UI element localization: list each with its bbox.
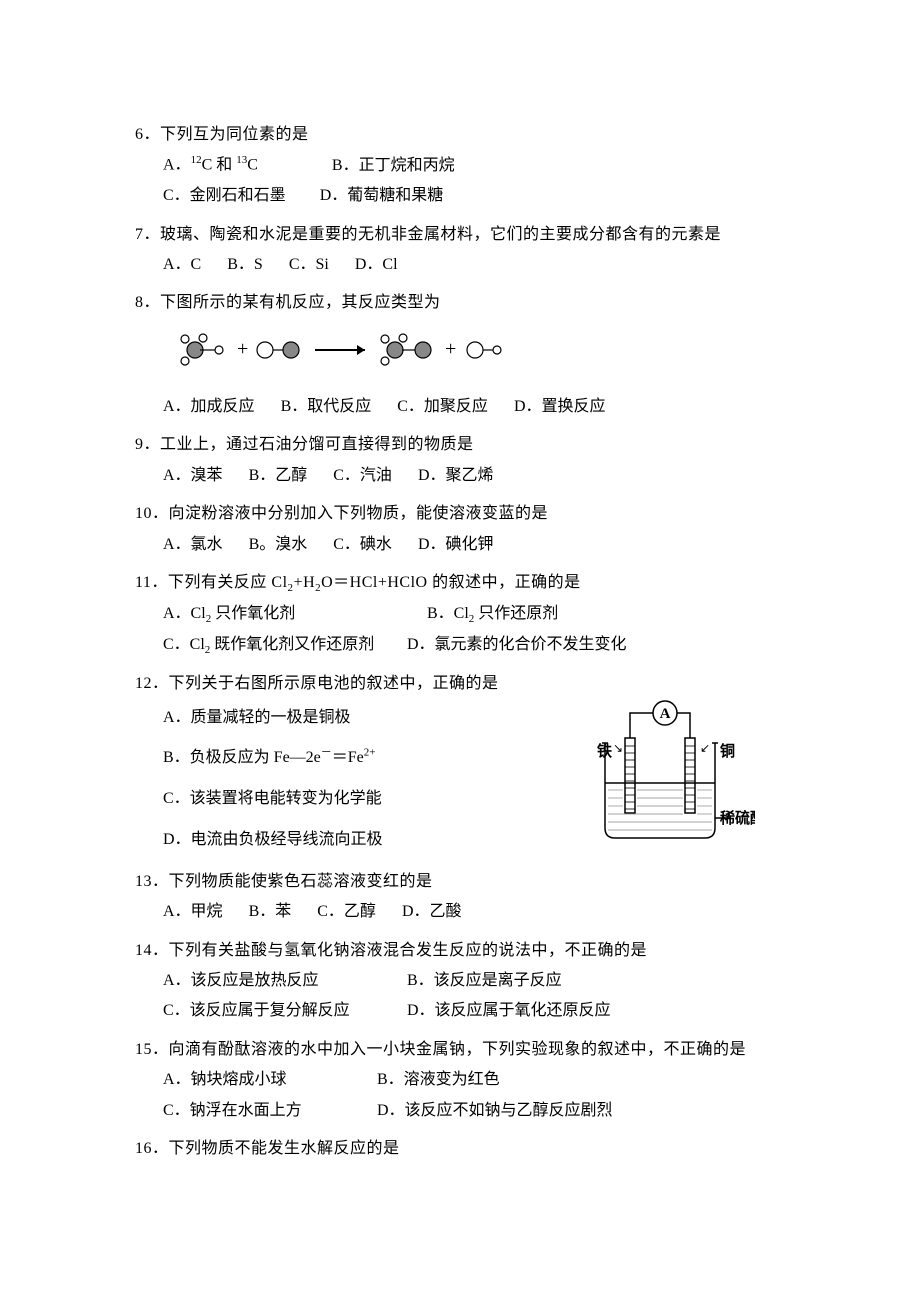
q13-choice-d: D．乙酸 [402, 897, 462, 927]
q9-text: 工业上，通过石油分馏可直接得到的物质是 [160, 436, 474, 453]
reaction-diagram: + + [165, 325, 785, 386]
battery-diagram: A 铁 ↘ 铜 ↙ 稀硫酸 [575, 688, 755, 859]
fe-label: 铁 [597, 742, 612, 760]
svg-text:+: + [237, 338, 248, 360]
q7-text: 玻璃、陶瓷和水泥是重要的无机非金属材料，它们的主要成分都含有的元素是 [160, 226, 721, 243]
q16-stem: 16．下列物质不能发生水解反应的是 [135, 1134, 785, 1164]
q12-num: 12． [135, 675, 169, 692]
q10-choice-c: C．碘水 [333, 530, 392, 560]
question-12: 12．下列关于右图所示原电池的叙述中，正确的是 [135, 669, 785, 859]
q13-text: 下列物质能使紫色石蕊溶液变红的是 [169, 873, 433, 890]
q7-choice-c: C．Si [289, 250, 329, 280]
q9-num: 9． [135, 436, 160, 453]
q8-text: 下图所示的某有机反应，其反应类型为 [160, 294, 441, 311]
q14-stem: 14．下列有关盐酸与氢氧化钠溶液混合发生反应的说法中，不正确的是 [135, 936, 785, 966]
q14-choices: A．该反应是放热反应 B．该反应是离子反应 C．该反应属于复分解反应 D．该反应… [135, 966, 785, 1027]
q8-choices: A．加成反应 B．取代反应 C．加聚反应 D．置换反应 [135, 392, 785, 422]
q10-text: 向淀粉溶液中分别加入下列物质，能使溶液变蓝的是 [169, 505, 549, 522]
question-9: 9．工业上，通过石油分馏可直接得到的物质是 A．溴苯 B．乙醇 C．汽油 D．聚… [135, 430, 785, 491]
q16-text: 下列物质不能发生水解反应的是 [169, 1140, 400, 1157]
q11-choice-d: D．氯元素的化合价不发生变化 [407, 630, 627, 660]
q6-choices: A．12C 和 13C B．正丁烷和丙烷 C．金刚石和石墨 D．葡萄糖和果糖 [135, 150, 785, 211]
q16-num: 16． [135, 1140, 169, 1157]
q9-choices: A．溴苯 B．乙醇 C．汽油 D．聚乙烯 [135, 461, 785, 491]
q15-choice-b: B．溶液变为红色 [377, 1065, 500, 1095]
acid-label: 稀硫酸 [720, 809, 755, 827]
q11-num: 11． [135, 574, 168, 591]
q15-choices: A．钠块熔成小球 B．溶液变为红色 C．钠浮在水面上方 D．该反应不如钠与乙醇反… [135, 1065, 785, 1126]
q6-num: 6． [135, 126, 160, 143]
q7-choices: A．C B．S C．Si D．Cl [135, 250, 785, 280]
q10-choice-a: A．氯水 [163, 530, 223, 560]
q15-num: 15． [135, 1041, 169, 1058]
q10-stem: 10．向淀粉溶液中分别加入下列物质，能使溶液变蓝的是 [135, 499, 785, 529]
question-13: 13．下列物质能使紫色石蕊溶液变红的是 A．甲烷 B．苯 C．乙醇 D．乙酸 [135, 867, 785, 928]
q7-choice-d: D．Cl [355, 250, 398, 280]
q11-stem: 11．下列有关反应 Cl2+H2O＝HCl+HClO 的叙述中，正确的是 [135, 568, 785, 599]
svg-text:↘: ↘ [613, 741, 623, 755]
q8-choice-a: A．加成反应 [163, 392, 255, 422]
q8-choice-b: B．取代反应 [281, 392, 372, 422]
q15-text: 向滴有酚酞溶液的水中加入一小块金属钠，下列实验现象的叙述中，不正确的是 [169, 1041, 747, 1058]
q8-stem: 8．下图所示的某有机反应，其反应类型为 [135, 288, 785, 318]
q8-choice-c: C．加聚反应 [397, 392, 488, 422]
q9-choice-b: B．乙醇 [249, 461, 308, 491]
q13-choice-b: B．苯 [249, 897, 292, 927]
q7-choice-a: A．C [163, 250, 201, 280]
q10-choices: A．氯水 B。溴水 C．碘水 D．碘化钾 [135, 530, 785, 560]
q13-choice-a: A．甲烷 [163, 897, 223, 927]
q10-choice-d: D．碘化钾 [418, 530, 494, 560]
q7-choice-b: B．S [227, 250, 263, 280]
q15-stem: 15．向滴有酚酞溶液的水中加入一小块金属钠，下列实验现象的叙述中，不正确的是 [135, 1035, 785, 1065]
q11-choices: A．Cl2 只作氧化剂 B．Cl2 只作还原剂 C．Cl2 既作氧化剂又作还原剂… [135, 599, 785, 661]
q14-choice-c: C．该反应属于复分解反应 [163, 996, 363, 1026]
question-14: 14．下列有关盐酸与氢氧化钠溶液混合发生反应的说法中，不正确的是 A．该反应是放… [135, 936, 785, 1027]
q9-choice-c: C．汽油 [333, 461, 392, 491]
q9-stem: 9．工业上，通过石油分馏可直接得到的物质是 [135, 430, 785, 460]
question-11: 11．下列有关反应 Cl2+H2O＝HCl+HClO 的叙述中，正确的是 A．C… [135, 568, 785, 661]
q6-choice-b: B．正丁烷和丙烷 [332, 151, 455, 181]
cu-label: 铜 [720, 742, 735, 760]
q13-choices: A．甲烷 B．苯 C．乙醇 D．乙酸 [135, 897, 785, 927]
q15-choice-a: A．钠块熔成小球 [163, 1065, 333, 1095]
q8-num: 8． [135, 294, 160, 311]
q11-choice-b: B．Cl2 只作还原剂 [427, 599, 558, 630]
q10-choice-b: B。溴水 [249, 530, 308, 560]
q12-text: 下列关于右图所示原电池的叙述中，正确的是 [169, 675, 499, 692]
svg-text:↙: ↙ [700, 741, 710, 755]
q15-choice-d: D．该反应不如钠与乙醇反应剧烈 [377, 1096, 613, 1126]
q6-choice-d: D．葡萄糖和果糖 [320, 181, 444, 211]
ammeter-label: A [660, 706, 671, 722]
q14-choice-d: D．该反应属于氧化还原反应 [407, 996, 611, 1026]
q6-choice-a: A．12C 和 13C [163, 150, 258, 181]
q15-choice-c: C．钠浮在水面上方 [163, 1096, 333, 1126]
question-8: 8．下图所示的某有机反应，其反应类型为 + [135, 288, 785, 422]
question-16: 16．下列物质不能发生水解反应的是 [135, 1134, 785, 1164]
q8-choice-d: D．置换反应 [514, 392, 606, 422]
q9-choice-a: A．溴苯 [163, 461, 223, 491]
q14-text: 下列有关盐酸与氢氧化钠溶液混合发生反应的说法中，不正确的是 [169, 942, 648, 959]
q13-choice-c: C．乙醇 [317, 897, 376, 927]
q7-stem: 7．玻璃、陶瓷和水泥是重要的无机非金属材料，它们的主要成分都含有的元素是 [135, 220, 785, 250]
q10-num: 10． [135, 505, 169, 522]
q6-choice-c: C．金刚石和石墨 [163, 181, 286, 211]
q6-text: 下列互为同位素的是 [160, 126, 309, 143]
q6-stem: 6．下列互为同位素的是 [135, 120, 785, 150]
q13-stem: 13．下列物质能使紫色石蕊溶液变红的是 [135, 867, 785, 897]
question-10: 10．向淀粉溶液中分别加入下列物质，能使溶液变蓝的是 A．氯水 B。溴水 C．碘… [135, 499, 785, 560]
question-6: 6．下列互为同位素的是 A．12C 和 13C B．正丁烷和丙烷 C．金刚石和石… [135, 120, 785, 212]
svg-text:+: + [445, 338, 456, 360]
q14-choice-a: A．该反应是放热反应 [163, 966, 363, 996]
q14-num: 14． [135, 942, 169, 959]
q11-choice-c: C．Cl2 既作氧化剂又作还原剂 [163, 630, 383, 661]
question-7: 7．玻璃、陶瓷和水泥是重要的无机非金属材料，它们的主要成分都含有的元素是 A．C… [135, 220, 785, 281]
q14-choice-b: B．该反应是离子反应 [407, 966, 562, 996]
q11-choice-a: A．Cl2 只作氧化剂 [163, 599, 383, 630]
q9-choice-d: D．聚乙烯 [418, 461, 494, 491]
question-15: 15．向滴有酚酞溶液的水中加入一小块金属钠，下列实验现象的叙述中，不正确的是 A… [135, 1035, 785, 1126]
q13-num: 13． [135, 873, 169, 890]
q7-num: 7． [135, 226, 160, 243]
